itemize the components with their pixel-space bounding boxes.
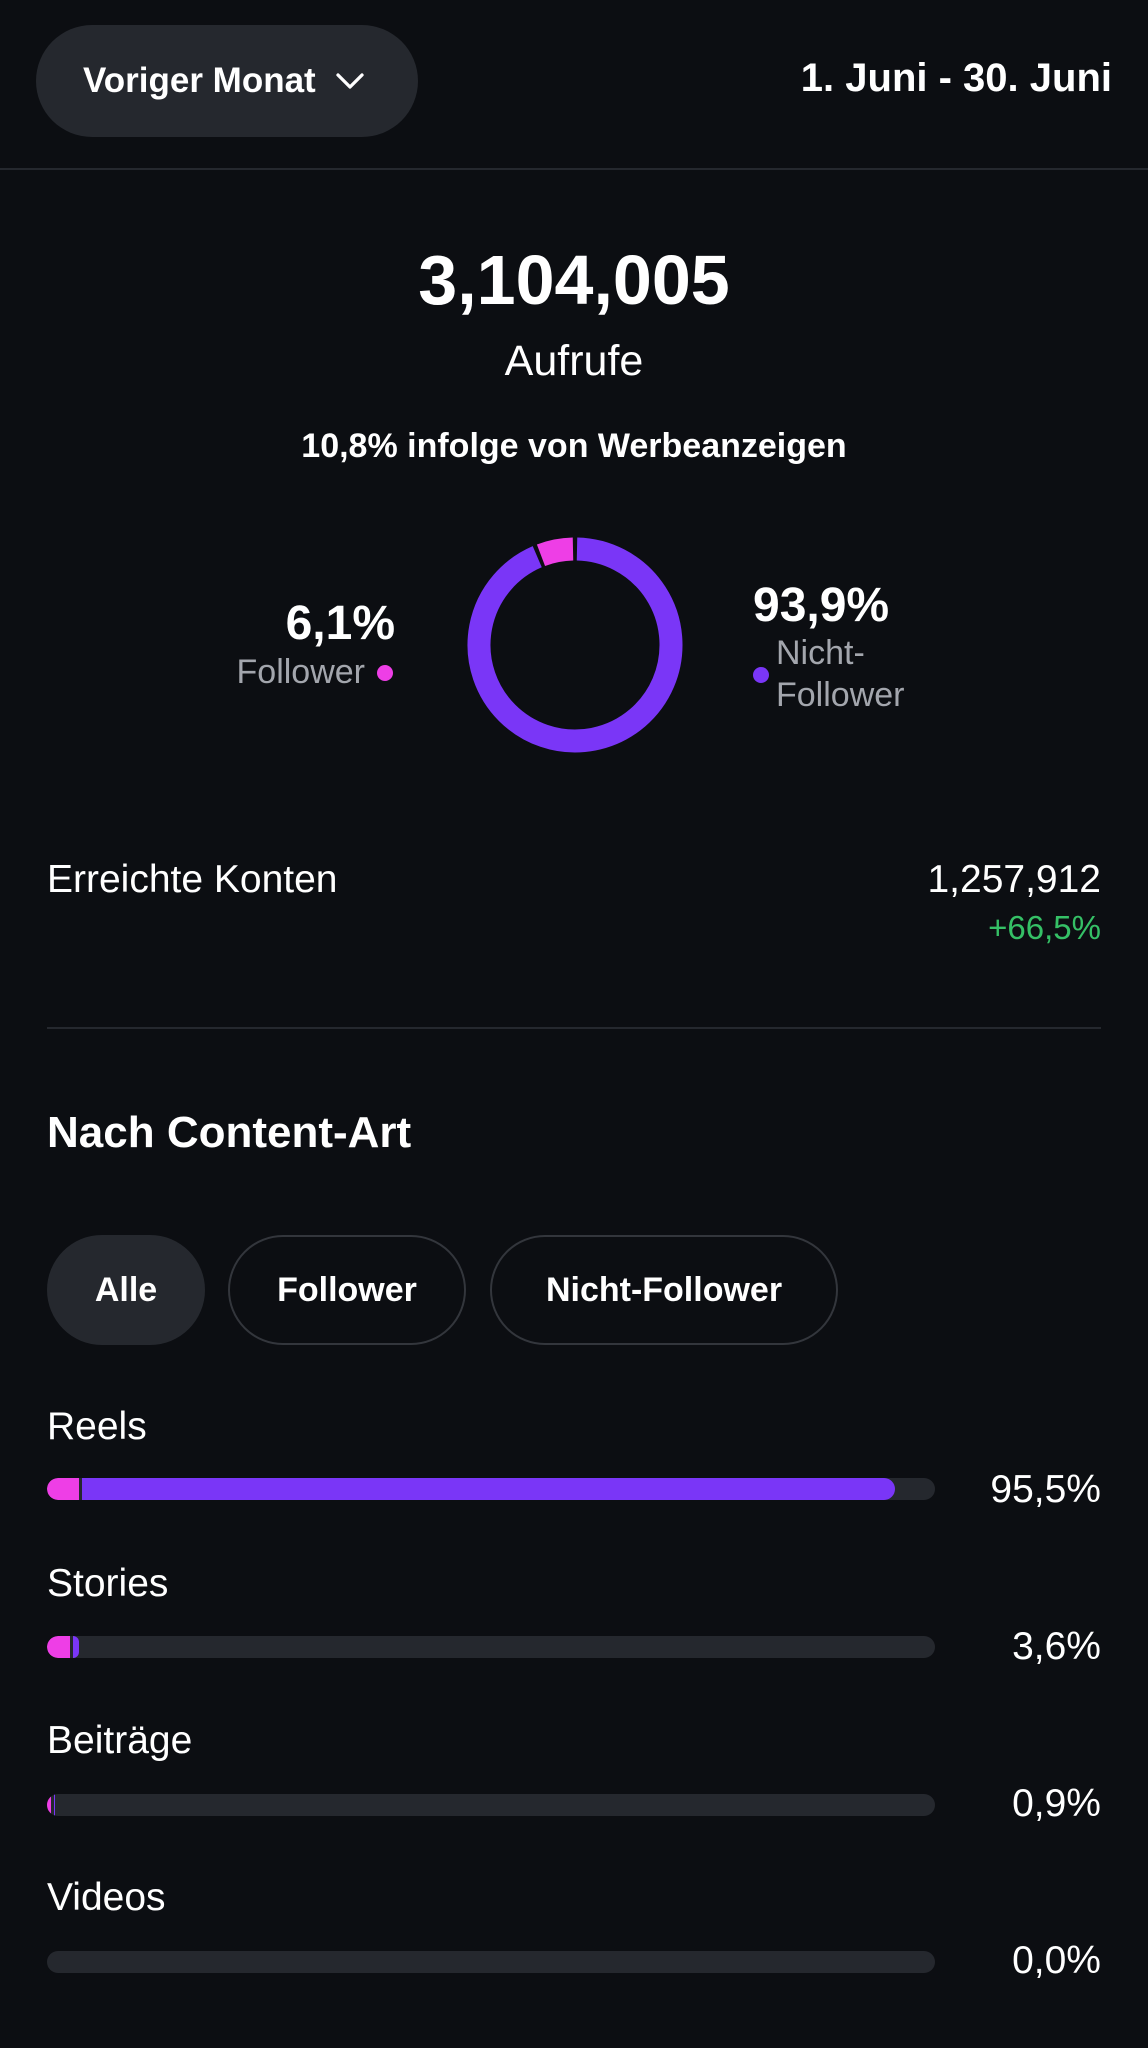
reached-accounts-change: +66,5% xyxy=(988,909,1101,946)
bar-posts-nonfollower-segment xyxy=(54,1794,55,1816)
row-label-posts: Beiträge xyxy=(47,1719,193,1762)
reached-accounts-label: Erreichte Konten xyxy=(47,858,338,901)
chip-follower[interactable]: Follower xyxy=(228,1235,466,1345)
ads-note: 10,8% infolge von Werbeanzeigen xyxy=(301,427,847,465)
nonfollower-dot-icon xyxy=(753,667,769,683)
follower-legend-label: Follower xyxy=(236,653,365,691)
bar-stories-nonfollower-segment xyxy=(73,1636,79,1658)
follower-legend: Follower xyxy=(237,653,393,692)
row-pct-stories: 3,6% xyxy=(1012,1625,1101,1668)
row-pct-videos: 0,0% xyxy=(1012,1939,1101,1982)
section-title: Nach Content-Art xyxy=(47,1108,412,1157)
bar-stories-follower-segment xyxy=(47,1636,71,1658)
period-label: Voriger Monat xyxy=(83,61,316,100)
chevron-down-icon xyxy=(336,73,364,89)
nonfollower-legend-label: Nicht- Follower xyxy=(776,632,976,716)
nonfollower-percentage: 93,9% xyxy=(753,579,890,632)
bar-reels xyxy=(47,1478,935,1500)
bar-stories xyxy=(47,1636,935,1658)
bar-videos xyxy=(47,1951,935,1973)
chip-nonfollower[interactable]: Nicht-Follower xyxy=(490,1235,838,1345)
header: Voriger Monat 1. Juni - 30. Juni xyxy=(0,0,1148,170)
row-label-reels: Reels xyxy=(47,1405,147,1448)
row-pct-posts: 0,9% xyxy=(1012,1782,1101,1825)
row-label-videos: Videos xyxy=(47,1876,166,1919)
total-views-value: 3,104,005 xyxy=(418,241,730,319)
total-views-label: Aufrufe xyxy=(504,337,644,385)
audience-donut-chart xyxy=(467,537,683,753)
bar-posts-follower-segment xyxy=(47,1794,52,1816)
date-range: 1. Juni - 30. Juni xyxy=(800,56,1112,100)
nonfollower-label-line2: Follower xyxy=(776,676,905,714)
bar-reels-nonfollower-segment xyxy=(81,1478,896,1500)
bar-posts xyxy=(47,1794,935,1816)
follower-dot-icon xyxy=(377,664,393,681)
row-label-stories: Stories xyxy=(47,1562,169,1605)
reached-accounts-value: 1,257,912 xyxy=(927,858,1101,901)
chip-all[interactable]: Alle xyxy=(47,1235,205,1345)
follower-percentage: 6,1% xyxy=(285,597,395,650)
bar-reels-follower-segment xyxy=(47,1478,79,1500)
divider xyxy=(47,1027,1101,1029)
period-dropdown-button[interactable]: Voriger Monat xyxy=(36,25,418,137)
donut-slice-nonfollower xyxy=(467,537,683,753)
donut-slice-follower xyxy=(536,537,574,567)
row-pct-reels: 95,5% xyxy=(990,1468,1101,1511)
nonfollower-label-line1: Nicht- xyxy=(776,634,865,672)
